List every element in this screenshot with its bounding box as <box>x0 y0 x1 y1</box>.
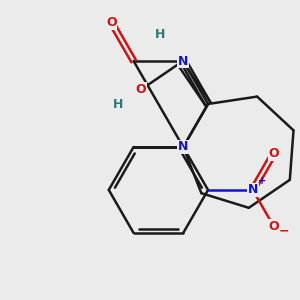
Text: H: H <box>113 98 124 111</box>
Text: O: O <box>268 220 279 233</box>
Text: N: N <box>178 140 188 154</box>
Text: H: H <box>155 28 166 41</box>
Text: N: N <box>248 184 258 196</box>
Text: −: − <box>279 224 290 237</box>
Text: O: O <box>136 83 146 96</box>
Text: N: N <box>178 55 188 68</box>
Text: O: O <box>268 147 279 160</box>
Text: +: + <box>258 176 266 186</box>
Text: O: O <box>106 16 117 29</box>
